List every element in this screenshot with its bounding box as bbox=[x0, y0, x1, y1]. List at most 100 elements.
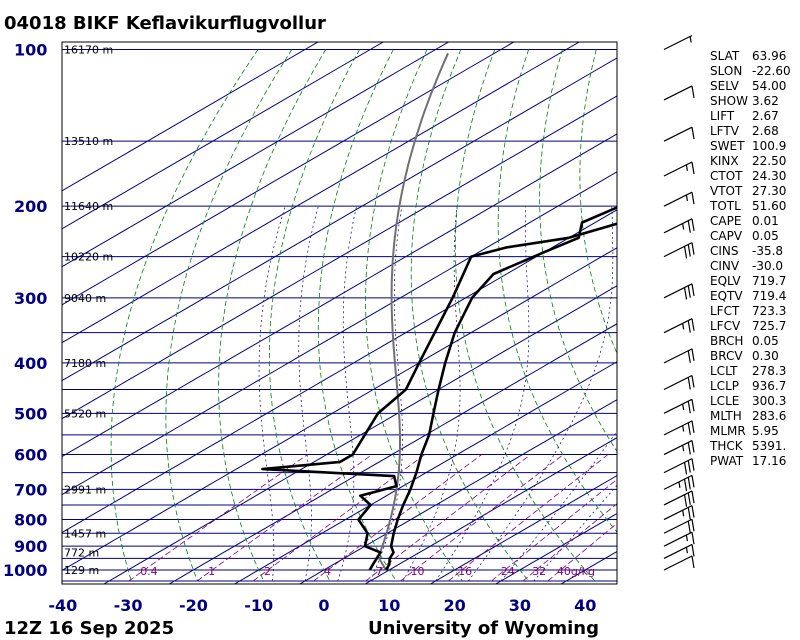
wind-barb bbox=[663, 531, 695, 547]
isotherm-line bbox=[62, 57, 617, 382]
mixing-ratio-line bbox=[313, 454, 482, 582]
index-value: 300.3 bbox=[752, 394, 786, 408]
wind-barb bbox=[663, 348, 695, 364]
footer-time: 12Z 16 Sep 2025 bbox=[4, 618, 174, 639]
index-value: 278.3 bbox=[752, 364, 786, 378]
temperature-tick-label: -10 bbox=[244, 596, 273, 615]
mixing-ratio-line bbox=[400, 454, 564, 582]
isotherm-line bbox=[429, 475, 617, 584]
index-value: 2.67 bbox=[752, 109, 779, 123]
pressure-tick-label: 900 bbox=[14, 537, 47, 556]
isotherm-line bbox=[62, 95, 617, 420]
mixing-ratio-line bbox=[128, 454, 308, 582]
index-key: SELV bbox=[710, 79, 740, 93]
height-label: 10220 m bbox=[64, 251, 113, 264]
mixing-ratio-label: 2 bbox=[264, 565, 271, 578]
index-value: -35.8 bbox=[752, 244, 783, 258]
pressure-tick-label: 800 bbox=[14, 511, 47, 530]
moist-adiabat-line bbox=[258, 206, 286, 582]
isotherm-line bbox=[62, 209, 617, 534]
index-key: EQTV bbox=[710, 289, 743, 303]
moist-adiabat-line bbox=[468, 206, 614, 582]
dry-adiabat-line bbox=[317, 49, 397, 582]
pressure-tick-label: 1000 bbox=[3, 561, 48, 580]
pressure-tick-label: 700 bbox=[14, 480, 47, 499]
index-key: CAPV bbox=[710, 229, 743, 243]
index-key: SLON bbox=[710, 64, 742, 78]
dry-adiabat-line bbox=[497, 49, 617, 533]
temperature-tick-label: -30 bbox=[114, 596, 143, 615]
isotherm-line bbox=[364, 437, 617, 584]
index-value: 0.30 bbox=[752, 349, 779, 363]
temperature-tick-label: 30 bbox=[509, 596, 531, 615]
wind-barb bbox=[663, 398, 695, 414]
footer-source: University of Wyoming bbox=[368, 618, 599, 639]
mixing-ratio-line bbox=[547, 522, 617, 582]
mixing-ratio-label: 32 bbox=[532, 565, 546, 578]
index-value: 5391. bbox=[752, 439, 786, 453]
wind-barb bbox=[663, 242, 695, 259]
index-key: TOTL bbox=[709, 199, 741, 213]
index-value: 100.9 bbox=[752, 139, 786, 153]
height-label: 11640 m bbox=[64, 200, 113, 213]
dry-adiabat-line bbox=[268, 49, 360, 582]
temperature-line bbox=[384, 206, 617, 571]
index-value: 283.6 bbox=[752, 409, 786, 423]
isotherm-line bbox=[62, 171, 617, 496]
height-label: 129 m bbox=[64, 564, 99, 577]
height-label: 16170 m bbox=[64, 44, 113, 57]
dry-adiabat-line bbox=[110, 49, 259, 582]
wind-barb bbox=[663, 474, 695, 492]
isotherm-line bbox=[62, 42, 515, 306]
index-key: LFCV bbox=[710, 319, 741, 333]
wind-barb bbox=[663, 191, 695, 207]
dewpoint-line bbox=[261, 222, 617, 571]
index-key: LCLE bbox=[710, 394, 739, 408]
isotherm-line bbox=[233, 361, 617, 584]
index-value: 723.3 bbox=[752, 304, 786, 318]
index-key: BRCH bbox=[710, 334, 743, 348]
pressure-tick-label: 500 bbox=[14, 404, 47, 423]
wind-barb bbox=[663, 126, 695, 142]
pressure-tick-label: 100 bbox=[14, 41, 47, 60]
dry-adiabat-line bbox=[579, 49, 617, 355]
index-value: 0.05 bbox=[752, 229, 779, 243]
wind-barb bbox=[663, 161, 695, 177]
wind-barb bbox=[663, 318, 695, 334]
wind-barb bbox=[663, 505, 695, 521]
mixing-ratio-line bbox=[196, 454, 373, 582]
temperature-tick-label: 20 bbox=[443, 596, 465, 615]
dry-adiabat-line bbox=[454, 49, 596, 582]
index-key: EQLV bbox=[710, 274, 741, 288]
index-value: 725.7 bbox=[752, 319, 786, 333]
wind-barb bbox=[663, 518, 695, 534]
index-key: THCK bbox=[709, 439, 744, 453]
index-key: LCLP bbox=[710, 379, 739, 393]
isotherm-line bbox=[62, 247, 617, 571]
dry-adiabat-line bbox=[218, 49, 326, 582]
isotherm-line bbox=[103, 285, 617, 584]
plot-frame bbox=[61, 41, 618, 585]
mixing-ratio-line bbox=[522, 503, 617, 582]
wind-barbs bbox=[663, 34, 695, 571]
index-value: 54.00 bbox=[752, 79, 786, 93]
isotherm-line bbox=[168, 323, 617, 584]
index-key: PWAT bbox=[710, 454, 744, 468]
wind-barb bbox=[663, 458, 695, 475]
moist-adiabat-line bbox=[369, 206, 403, 582]
wind-barb bbox=[663, 420, 695, 436]
height-label: 7180 m bbox=[64, 357, 106, 370]
wind-barb bbox=[663, 374, 695, 391]
index-key: MLTH bbox=[710, 409, 742, 423]
isotherm-line bbox=[298, 399, 617, 584]
index-key: SHOW bbox=[710, 94, 748, 108]
chart-title: 04018 BIKF Keflavikurflugvollur bbox=[4, 13, 326, 34]
index-value: 17.16 bbox=[752, 454, 786, 468]
height-label: 5520 m bbox=[64, 407, 106, 420]
index-key: VTOT bbox=[710, 184, 743, 198]
index-value: -30.0 bbox=[752, 259, 783, 273]
wind-barb bbox=[663, 490, 695, 507]
wind-barb bbox=[663, 439, 695, 456]
stability-indices: SLAT 63.96 SLON -22.60 SELV 54.00 SHOW 3.62 LIFT… bbox=[709, 49, 791, 468]
